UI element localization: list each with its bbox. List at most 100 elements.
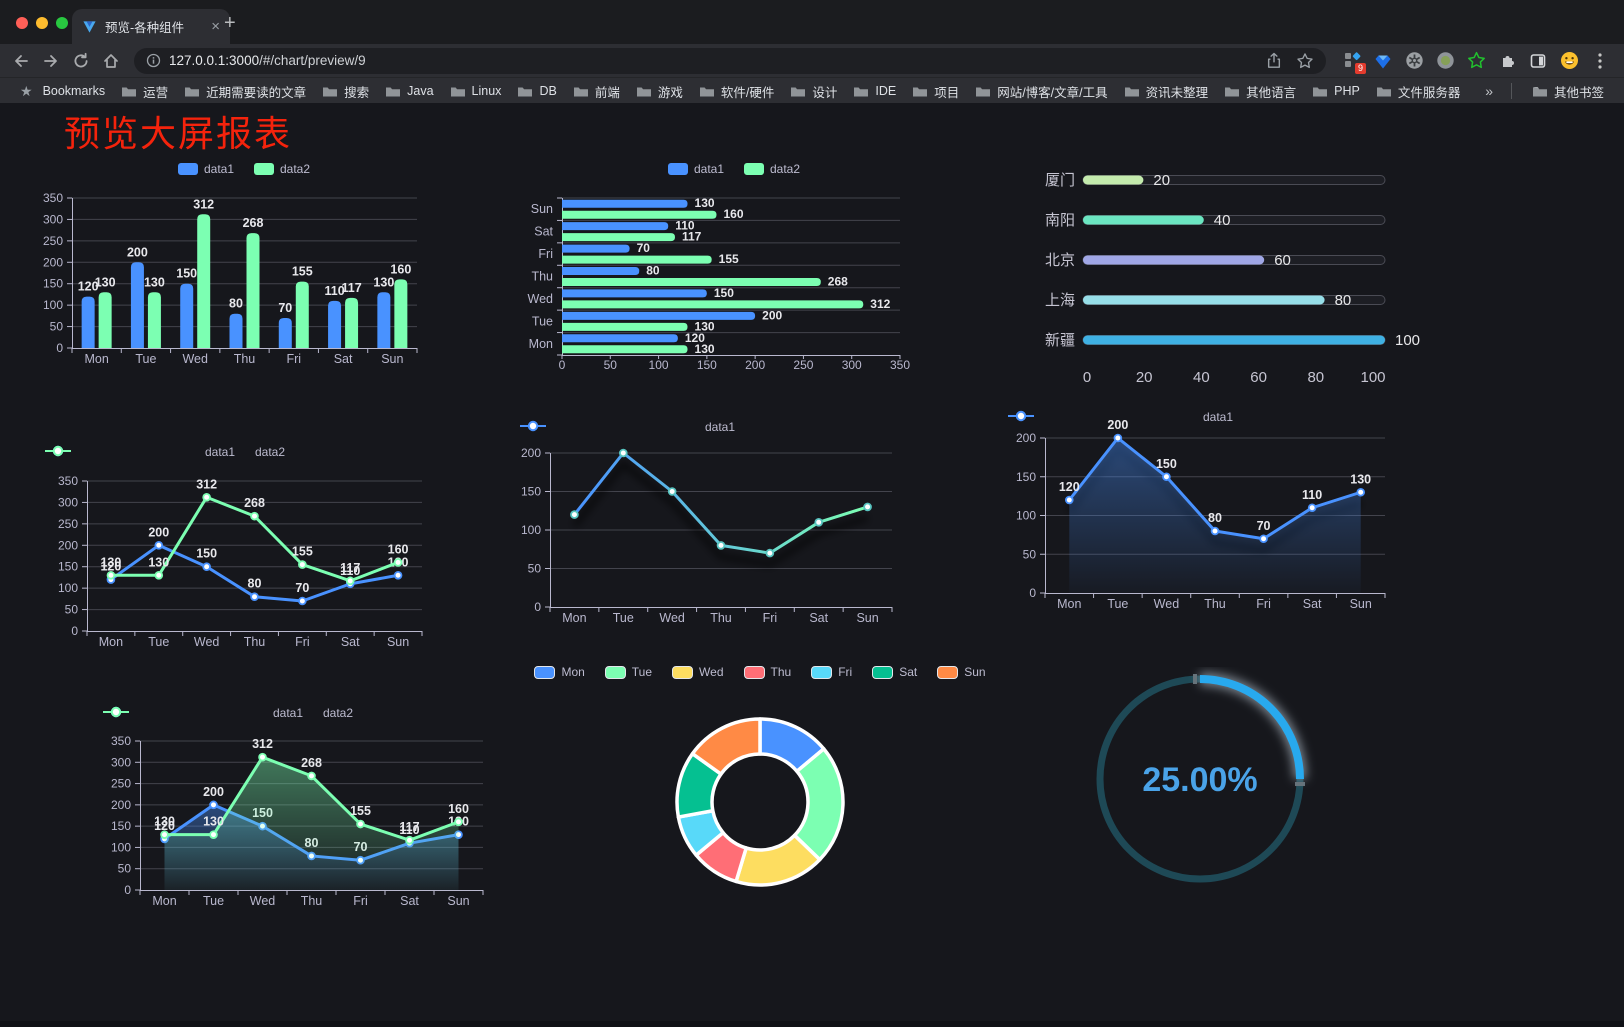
bookmark-folder[interactable]: Linux — [442, 82, 510, 100]
svg-text:268: 268 — [243, 216, 264, 230]
bookmark-folder[interactable]: 运营 — [113, 80, 176, 103]
extension-tampermonkey-icon[interactable]: 9 — [1342, 51, 1366, 74]
legend-swatch — [177, 163, 198, 175]
bookmarks-bar: ★ Bookmarks 运营 近期需要读的文章 搜索 Java Linux DB 前端 游戏软… — [0, 77, 1624, 104]
legend-item-data2[interactable]: data2 — [45, 445, 285, 459]
line-chart-canvas[interactable]: 0 50 100 150 200 Mon Tue Wed Thu Fri Sat Sun 120 200 1… — [980, 388, 1400, 618]
svg-text:110: 110 — [324, 284, 344, 298]
svg-text:50: 50 — [65, 603, 79, 617]
line-chart-canvas[interactable]: 0 50 100 150 200 250 300 350 Mon Tue Wed Thu Fri Sat S… — [100, 670, 520, 918]
folder-icon — [854, 87, 869, 96]
legend-item-data1[interactable]: data1 — [45, 445, 235, 459]
browser-menu-kebab-icon[interactable] — [1590, 51, 1610, 71]
share-icon[interactable] — [1266, 52, 1282, 69]
bookmark-folder[interactable]: 资讯未整理 — [1116, 80, 1217, 103]
legend-item-Wed[interactable]: Wed — [672, 665, 724, 679]
svg-text:110: 110 — [675, 219, 695, 233]
bookmark-folder[interactable]: 其他语言 — [1216, 80, 1304, 103]
svg-text:Thu: Thu — [234, 352, 256, 366]
gauge-chart-canvas[interactable]: 25.00% — [1088, 667, 1318, 897]
svg-text:200: 200 — [127, 245, 148, 259]
bookmark-folder[interactable]: DB — [509, 82, 564, 100]
svg-text:130: 130 — [695, 196, 715, 210]
url-text[interactable]: 127.0.0.1:3000/#/chart/preview/9 — [169, 53, 366, 68]
legend-item-data1[interactable]: data1 — [520, 420, 735, 434]
legend-item-Mon[interactable]: Mon — [534, 665, 585, 679]
window-minimize-button[interactable] — [36, 17, 48, 29]
forward-button[interactable] — [38, 48, 64, 74]
donut-chart-canvas[interactable] — [540, 655, 980, 890]
home-button[interactable] — [98, 48, 124, 74]
forward-arrow-icon — [44, 54, 57, 67]
bookmark-star-icon[interactable] — [1296, 52, 1314, 70]
bookmark-folder[interactable]: 项目 — [904, 80, 967, 103]
tab-close-icon[interactable]: × — [211, 18, 220, 35]
svg-text:150: 150 — [714, 286, 734, 300]
grouped-bar-chart: 0 50 100 150 200 250 300 350 Mon Tue Wed Thu Fri Sat S… — [40, 150, 440, 375]
svg-text:120: 120 — [78, 280, 99, 294]
legend-item-data2[interactable]: data2 — [254, 162, 310, 176]
bookmark-folder[interactable]: 前端 — [565, 80, 628, 103]
reload-button[interactable] — [68, 48, 94, 74]
extension-wheel-icon[interactable] — [1404, 51, 1424, 71]
bookmarks-divider — [1510, 83, 1512, 99]
bookmarks-manager[interactable]: ★ Bookmarks — [12, 81, 113, 102]
horizontal-bar-chart-canvas[interactable]: Sun Sat Fri Thu Wed Tue Mon 0 50 100 150 200 250 300 3… — [500, 152, 920, 380]
extension-green-star-icon[interactable] — [1466, 51, 1486, 71]
line-chart-canvas[interactable]: 0 50 100 150 200 Mon Tue Wed Thu Fri Sat Sun — [500, 398, 900, 635]
svg-text:160: 160 — [388, 542, 409, 556]
bookmark-folder[interactable]: IDE — [845, 82, 904, 100]
bar-chart-canvas[interactable]: 0 50 100 150 200 250 300 350 Mon Tue Wed Thu Fri Sat S… — [40, 150, 440, 375]
legend-item-data2[interactable]: data2 — [744, 162, 800, 176]
legend-item-data1[interactable]: data1 — [667, 162, 724, 176]
extension-gem-icon[interactable] — [1373, 51, 1393, 71]
browser-tab[interactable]: 预览-各种组件 × — [72, 9, 230, 44]
extension-icons: 9 — [1336, 51, 1616, 74]
progress-chart-canvas[interactable]: 厦门 20 南阳 40 北京 60 上海 80 新疆 100 0 20 40 60 80 100 — [980, 150, 1425, 400]
bookmark-folder[interactable]: 软件/硬件 — [691, 80, 782, 103]
legend-item-Sat[interactable]: Sat — [872, 665, 917, 679]
legend-item-data2[interactable]: data2 — [103, 706, 353, 720]
folder-icon — [913, 87, 928, 96]
window-close-button[interactable] — [16, 17, 28, 29]
bookmark-folder[interactable]: Java — [377, 82, 441, 100]
svg-text:312: 312 — [870, 297, 890, 311]
bookmark-folder[interactable]: 文件服务器 — [1368, 80, 1469, 103]
svg-text:Sat: Sat — [534, 225, 553, 239]
legend-item-Fri[interactable]: Fri — [811, 665, 852, 679]
legend-item-data1[interactable]: data1 — [177, 162, 234, 176]
legend-item-Sun[interactable]: Sun — [937, 665, 986, 679]
pie-slice-Sun[interactable] — [690, 717, 762, 776]
svg-text:130: 130 — [695, 319, 715, 333]
profile-avatar-emoji[interactable] — [1559, 51, 1579, 71]
bookmarks-overflow-chevron[interactable]: » — [1485, 83, 1493, 99]
window-zoom-button[interactable] — [56, 17, 68, 29]
svg-text:120: 120 — [1059, 480, 1080, 494]
address-bar[interactable]: 127.0.0.1:3000/#/chart/preview/9 — [134, 47, 1326, 74]
svg-text:155: 155 — [350, 804, 371, 818]
legend-item-data1[interactable]: data1 — [1008, 410, 1233, 424]
svg-text:0: 0 — [56, 341, 63, 355]
bookmark-folder[interactable]: 搜索 — [314, 80, 377, 103]
bookmark-folder[interactable]: 游戏 — [628, 80, 691, 103]
extension-circle-icon[interactable] — [1435, 51, 1455, 71]
line-chart-canvas[interactable]: 0 50 100 150 200 250 300 350 Mon Tue Wed Thu Fri Sat S… — [40, 425, 440, 657]
legend-swatch — [872, 665, 894, 679]
legend-item-data1[interactable]: data1 — [103, 706, 303, 720]
site-info-icon[interactable] — [146, 53, 161, 68]
svg-text:130: 130 — [100, 555, 121, 569]
legend-item-Thu[interactable]: Thu — [743, 665, 791, 679]
new-tab-button[interactable]: + — [224, 12, 236, 34]
legend-item-Tue[interactable]: Tue — [604, 665, 652, 679]
side-panel-icon[interactable] — [1528, 51, 1548, 71]
bookmark-folder[interactable]: 网站/博客/文章/工具 — [967, 80, 1115, 103]
back-button[interactable] — [8, 48, 34, 74]
svg-text:50: 50 — [604, 358, 618, 372]
svg-text:130: 130 — [144, 275, 165, 289]
bookmark-folder[interactable]: 近期需要读的文章 — [176, 80, 314, 103]
bookmark-folder[interactable]: 设计 — [782, 80, 845, 103]
other-bookmarks-folder[interactable]: 其他书签 — [1524, 80, 1612, 103]
bookmark-folder[interactable]: PHP — [1304, 82, 1368, 100]
extensions-puzzle-icon[interactable] — [1497, 51, 1517, 71]
svg-text:100: 100 — [1016, 509, 1036, 523]
